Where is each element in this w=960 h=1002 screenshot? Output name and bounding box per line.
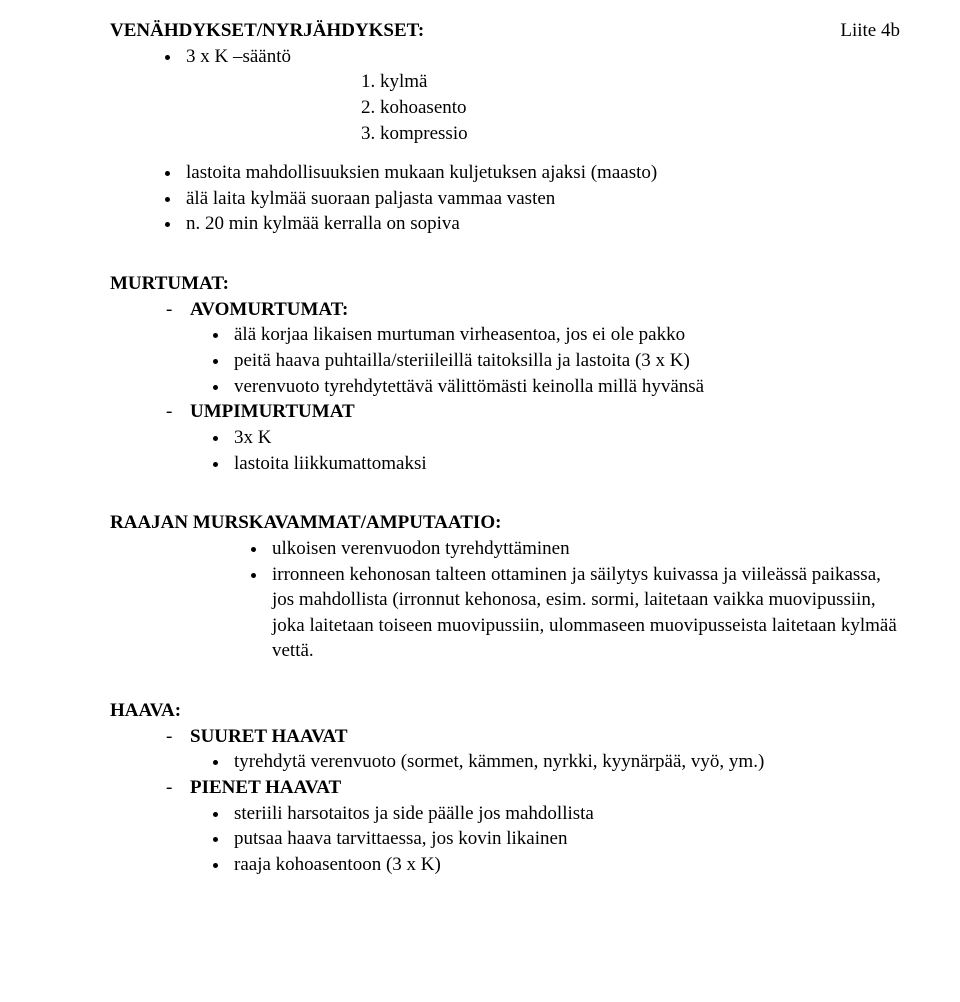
list-item: ulkoisen verenvuodon tyrehdyttäminen <box>268 536 900 562</box>
list-item: steriili harsotaitos ja side päälle jos … <box>230 801 900 827</box>
group-items: tyrehdytä verenvuoto (sormet, kämmen, ny… <box>230 749 900 775</box>
list-item: kylmä <box>380 69 900 95</box>
list-item: irronneen kehonosan talteen ottaminen ja… <box>268 562 900 665</box>
list-item: kohoasento <box>380 95 900 121</box>
group-label: AVOMURTUMAT: <box>190 299 348 320</box>
document-page: VENÄHDYKSET/NYRJÄHDYKSET: Liite 4b 3 x K… <box>0 0 960 918</box>
haava-groups: SUURET HAAVAT tyrehdytä verenvuoto (sorm… <box>166 724 900 878</box>
appendix-label: Liite 4b <box>840 18 900 44</box>
group-label: SUURET HAAVAT <box>190 726 348 747</box>
list-item: verenvuoto tyrehdytettävä välittömästi k… <box>230 374 900 400</box>
group-label: PIENET HAAVAT <box>190 777 341 798</box>
list-item: lastoita liikkumattomaksi <box>230 451 900 477</box>
numbered-steps: kylmä kohoasento kompressio <box>380 69 900 146</box>
list-item: raaja kohoasentoon (3 x K) <box>230 852 900 878</box>
title-row: VENÄHDYKSET/NYRJÄHDYKSET: Liite 4b <box>110 18 900 44</box>
murska-items: ulkoisen verenvuodon tyrehdyttäminen irr… <box>268 536 900 664</box>
haava-group-suuret: SUURET HAAVAT tyrehdytä verenvuoto (sorm… <box>166 724 900 775</box>
intro-list-1: 3 x K –sääntö <box>182 44 900 70</box>
murtumat-heading: MURTUMAT: <box>110 271 900 297</box>
group-items: steriili harsotaitos ja side päälle jos … <box>230 801 900 878</box>
list-item: 3 x K –sääntö <box>182 44 900 70</box>
list-item: peitä haava puhtailla/steriileillä taito… <box>230 348 900 374</box>
murska-heading: RAAJAN MURSKAVAMMAT/AMPUTAATIO: <box>110 510 900 536</box>
list-item: älä laita kylmää suoraan paljasta vammaa… <box>182 186 900 212</box>
list-item: älä korjaa likaisen murtuman virheasento… <box>230 322 900 348</box>
haava-group-pienet: PIENET HAAVAT steriili harsotaitos ja si… <box>166 775 900 878</box>
group-label: UMPIMURTUMAT <box>190 401 355 422</box>
murtumat-group-avo: AVOMURTUMAT: älä korjaa likaisen murtuma… <box>166 297 900 400</box>
group-items: 3x K lastoita liikkumattomaksi <box>230 425 900 476</box>
list-item: n. 20 min kylmää kerralla on sopiva <box>182 211 900 237</box>
list-item: tyrehdytä verenvuoto (sormet, kämmen, ny… <box>230 749 900 775</box>
list-item: putsaa haava tarvittaessa, jos kovin lik… <box>230 826 900 852</box>
haava-heading: HAAVA: <box>110 698 900 724</box>
list-item: lastoita mahdollisuuksien mukaan kuljetu… <box>182 160 900 186</box>
group-items: älä korjaa likaisen murtuman virheasento… <box>230 322 900 399</box>
intro-list-2: lastoita mahdollisuuksien mukaan kuljetu… <box>182 160 900 237</box>
list-item: kompressio <box>380 121 900 147</box>
murtumat-group-umpi: UMPIMURTUMAT 3x K lastoita liikkumattoma… <box>166 399 900 476</box>
list-item: 3x K <box>230 425 900 451</box>
page-title: VENÄHDYKSET/NYRJÄHDYKSET: <box>110 18 424 44</box>
murtumat-groups: AVOMURTUMAT: älä korjaa likaisen murtuma… <box>166 297 900 476</box>
